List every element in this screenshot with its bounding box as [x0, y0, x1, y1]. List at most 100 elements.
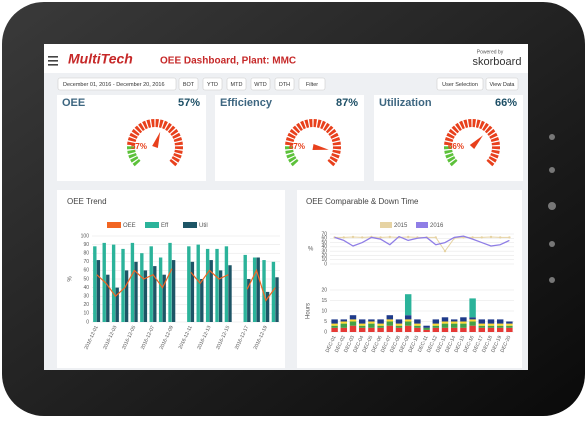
bar: [130, 242, 135, 322]
bar: [252, 257, 257, 322]
gauge-segment: [479, 120, 485, 130]
bar-segment: [487, 319, 495, 324]
bar-segment: [404, 321, 412, 326]
gauge-segment: [327, 159, 336, 167]
y-tick-label: 30: [83, 294, 89, 300]
bar-segment: [460, 323, 467, 328]
toolbar-button-label: YTD: [207, 82, 218, 88]
gauge-segment: [451, 125, 460, 134]
bar-segment: [496, 325, 504, 328]
bar: [256, 257, 260, 322]
bar-segment: [377, 323, 384, 326]
date-picker[interactable]: [57, 77, 177, 91]
gauge-segment: [292, 125, 301, 134]
page-title: OEE Dashboard, Plant: MMC: [160, 56, 296, 67]
bar: [115, 287, 119, 322]
gauge-segment: [138, 122, 145, 131]
gauge-segment: [146, 119, 152, 128]
gauge-segment: [490, 137, 500, 142]
y-tick-label: 20: [321, 287, 327, 293]
bar-segment: [404, 319, 412, 322]
toolbar-button[interactable]: [226, 77, 247, 91]
toolbar-button[interactable]: [485, 77, 519, 91]
bar-segment: [414, 319, 421, 324]
gauge-title: Utilization: [379, 97, 432, 109]
bar-segment: [460, 317, 467, 322]
bar: [96, 260, 101, 322]
bar-segment: [404, 325, 412, 332]
bar-segment: [340, 319, 348, 322]
gauge-segment: [134, 125, 143, 134]
gauge-segment: [151, 119, 155, 128]
gauge-segment: [286, 153, 295, 159]
toolbar-button-label: User Selection: [442, 82, 478, 88]
gauge-segment: [174, 149, 183, 154]
bar-segment: [478, 327, 486, 332]
gauge-segment: [300, 120, 306, 130]
bar-segment: [349, 321, 357, 326]
bar-segment: [368, 323, 375, 328]
chart-title: OEE Trend: [67, 197, 107, 206]
bar-segment: [340, 321, 348, 324]
bar: [247, 279, 251, 322]
bar-segment: [478, 325, 486, 328]
toolbar-button[interactable]: [436, 77, 484, 91]
gauge-segment: [313, 119, 317, 128]
bar-segment: [331, 323, 338, 326]
toolbar-button[interactable]: [298, 77, 326, 91]
chart-card: [297, 190, 522, 368]
bar-segment: [414, 325, 421, 328]
gauge-segment: [491, 141, 500, 146]
bar-segment: [358, 323, 366, 326]
bar: [143, 270, 148, 322]
bar-segment: [478, 323, 486, 326]
gauge-segment: [444, 137, 454, 142]
tablet-icons: [548, 134, 556, 283]
legend-swatch: [416, 222, 428, 228]
bar-segment: [349, 319, 357, 322]
bar-segment: [441, 323, 449, 328]
gauge-segment: [463, 119, 469, 128]
bar-segment: [450, 327, 458, 332]
gauge-segment: [290, 159, 299, 167]
gauge-segment: [447, 156, 456, 163]
gauge-segment: [332, 149, 341, 154]
bar: [200, 279, 204, 322]
bar-segment: [368, 321, 375, 324]
menu-icon[interactable]: [48, 56, 58, 66]
line-point: [388, 235, 391, 239]
y-axis-label: %: [308, 247, 314, 253]
bar-segment: [368, 327, 375, 332]
bar-segment: [478, 319, 486, 324]
bar-segment: [386, 325, 394, 332]
y-tick-label: 30: [321, 248, 327, 254]
y-tick-label: 60: [321, 236, 327, 242]
logo: MultiTech: [68, 51, 133, 67]
gauge-segment: [170, 128, 179, 136]
bar-segment: [349, 325, 357, 332]
bar-segment: [469, 319, 476, 322]
bar-segment: [331, 327, 338, 332]
toolbar-button[interactable]: [274, 77, 295, 91]
gauge-segment: [468, 119, 472, 128]
toolbar-button-label: MTD: [231, 82, 243, 88]
toolbar-button[interactable]: [250, 77, 271, 91]
gauge-segment: [491, 149, 500, 154]
bar: [243, 254, 247, 322]
y-tick-label: 15: [321, 298, 327, 304]
gauge-segment: [171, 156, 180, 163]
gauge-segment: [285, 149, 294, 154]
line-point: [379, 236, 382, 239]
y-tick-label: 70: [321, 231, 327, 237]
powered-by: Powered by: [477, 49, 504, 55]
gauge-segment: [284, 146, 294, 150]
y-tick-label: 40: [83, 285, 89, 291]
toolbar-button[interactable]: [178, 77, 199, 91]
gauge-segment: [158, 119, 164, 128]
toolbar-button[interactable]: [202, 77, 223, 91]
bar-segment: [487, 325, 495, 328]
bar: [106, 274, 110, 322]
gauge-segment: [309, 119, 313, 128]
brand: skorboard: [473, 56, 522, 68]
bar: [134, 261, 138, 322]
